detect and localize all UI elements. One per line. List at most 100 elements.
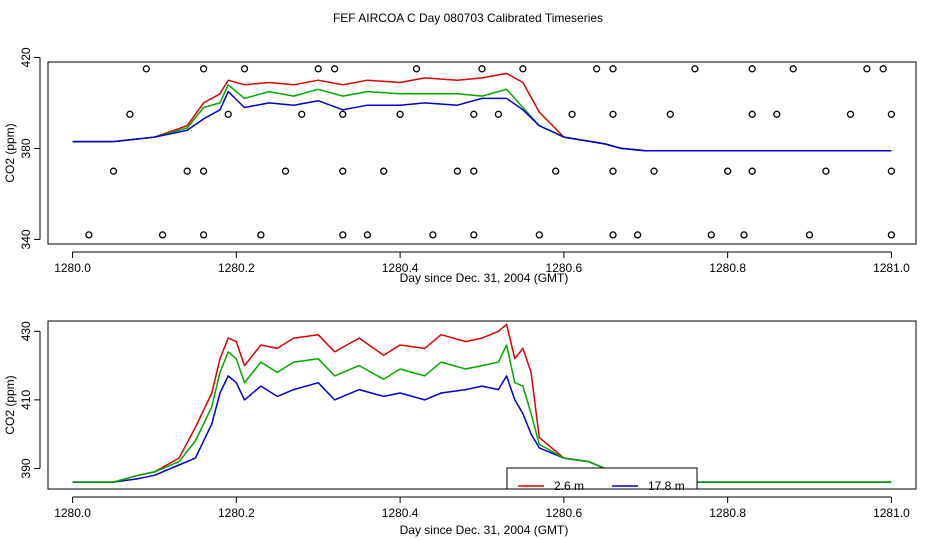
top-marker-point <box>707 231 715 239</box>
top-marker-point <box>363 231 372 239</box>
top-marker-point <box>85 231 93 239</box>
bottom-x-tick-label: 1280.2 <box>218 506 255 520</box>
top-marker-point <box>142 65 150 73</box>
top-marker-point <box>666 110 674 118</box>
top-marker-point <box>887 231 896 239</box>
top-marker-point <box>879 65 887 73</box>
top-marker-point <box>453 167 462 175</box>
top-marker-point <box>298 110 306 118</box>
top-marker-point <box>748 167 756 175</box>
top-marker-point <box>748 110 756 118</box>
bottom-y-tick-label: 410 <box>19 390 33 410</box>
top-marker-point <box>429 231 437 239</box>
top-marker-point <box>126 110 134 118</box>
top-marker-point <box>863 65 871 73</box>
bottom-x-axis: 1280.0 1280.2 1280.4 1280.6 1280.8 1281.0 <box>54 496 910 520</box>
top-marker-group <box>85 65 896 239</box>
top-marker-point <box>470 231 478 239</box>
bottom-x-tick-label: 1280.6 <box>546 506 583 520</box>
top-marker-point <box>748 65 756 73</box>
top-marker-point <box>281 167 290 175</box>
top-x-tick-label: 1280.0 <box>54 261 91 275</box>
top-marker-point <box>339 167 347 175</box>
top-marker-point <box>314 65 322 73</box>
bottom-x-tick-label: 1280.0 <box>54 506 91 520</box>
top-marker-point <box>535 231 543 239</box>
top-marker-point <box>691 65 699 73</box>
top-marker-point <box>470 110 478 118</box>
top-marker-point <box>199 65 208 73</box>
top-y-axis: 340 380 420 <box>19 47 41 249</box>
legend-label-17-8m: 17.8 m <box>648 479 685 493</box>
top-marker-point <box>158 231 167 239</box>
chart-title: FEF AIRCOA C Day 080703 Calibrated Times… <box>333 11 603 25</box>
bottom-series-group <box>72 323 892 483</box>
top-marker-point <box>412 65 421 73</box>
legend-label-2-6m: 2.6 m <box>554 479 584 493</box>
bottom-y-axis: 390 410 430 <box>19 321 41 478</box>
top-marker-point <box>224 110 232 118</box>
top-series-line-0 <box>72 72 892 152</box>
bottom-x-tick-label: 1280.4 <box>382 506 419 520</box>
legend-box <box>506 467 698 490</box>
top-marker-point <box>494 110 503 118</box>
top-x-axis: 1280.0 1280.2 1280.4 1280.6 1280.8 1281.0 <box>54 251 910 275</box>
top-marker-point <box>240 65 249 73</box>
top-marker-point <box>568 110 576 118</box>
top-series-line-2 <box>72 90 892 152</box>
bottom-panel: 1280.0 1280.2 1280.4 1280.6 1280.8 1281.0 390… <box>3 320 917 537</box>
top-panel: 1280.0 1280.2 1280.4 1280.6 1280.8 1281.0 340… <box>3 47 917 285</box>
top-marker-point <box>609 167 617 175</box>
bottom-plot-frame <box>47 320 917 490</box>
top-marker-point <box>199 167 208 175</box>
top-marker-point <box>592 65 601 73</box>
top-x-tick-label: 1280.2 <box>218 261 255 275</box>
top-marker-point <box>478 65 486 73</box>
top-y-tick-label: 380 <box>19 138 33 158</box>
bottom-y-tick-label: 430 <box>19 321 33 341</box>
top-series-group <box>72 72 892 152</box>
top-marker-point <box>380 167 388 175</box>
legend: 2.6 m 17.8 m <box>506 467 698 493</box>
top-y-axis-label: CO2 (ppm) <box>3 123 17 182</box>
bottom-series-line-1 <box>72 375 892 483</box>
top-marker-point <box>470 167 478 175</box>
top-marker-point <box>846 110 855 118</box>
top-series-line-1 <box>72 84 892 152</box>
top-marker-point <box>650 167 658 175</box>
top-marker-point <box>109 167 118 175</box>
top-marker-point <box>552 167 560 175</box>
top-y-tick-label: 420 <box>19 47 33 67</box>
top-marker-point <box>199 231 208 239</box>
bottom-x-tick-label: 1281.0 <box>873 506 910 520</box>
top-marker-point <box>339 110 347 118</box>
top-plot-frame <box>47 61 917 245</box>
top-marker-point <box>789 65 797 73</box>
top-marker-point <box>740 231 748 239</box>
bottom-x-tick-label: 1280.8 <box>709 506 746 520</box>
top-marker-point <box>724 167 732 175</box>
bottom-x-axis-label: Day since Dec. 31, 2004 (GMT) <box>400 523 569 537</box>
top-marker-point <box>822 167 830 175</box>
top-marker-point <box>257 231 265 239</box>
top-marker-point <box>183 167 191 175</box>
top-marker-point <box>519 65 527 73</box>
top-marker-point <box>609 65 617 73</box>
top-y-tick-label: 340 <box>19 229 33 249</box>
top-marker-point <box>339 231 347 239</box>
top-x-axis-label: Day since Dec. 31, 2004 (GMT) <box>400 271 569 285</box>
bottom-series-line-2 <box>72 344 892 483</box>
top-marker-point <box>396 110 404 118</box>
top-marker-point <box>887 167 896 175</box>
top-marker-point <box>609 110 617 118</box>
top-marker-point <box>887 110 896 118</box>
top-x-tick-label: 1280.4 <box>382 261 419 275</box>
top-marker-point <box>330 65 339 73</box>
top-marker-point <box>773 110 781 118</box>
top-x-tick-label: 1280.6 <box>546 261 583 275</box>
top-x-tick-label: 1280.8 <box>709 261 746 275</box>
top-marker-point <box>633 231 642 239</box>
top-x-tick-label: 1281.0 <box>873 261 910 275</box>
bottom-y-axis-label: CO2 (ppm) <box>3 375 17 434</box>
